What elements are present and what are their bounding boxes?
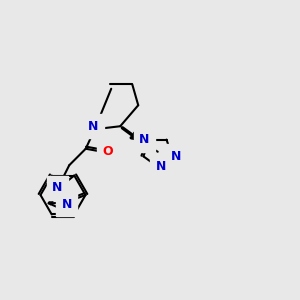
- Text: N: N: [139, 133, 150, 146]
- Text: N: N: [155, 160, 166, 173]
- Text: N: N: [61, 198, 72, 211]
- Text: N: N: [88, 120, 98, 133]
- Text: N: N: [171, 150, 182, 163]
- Polygon shape: [120, 126, 144, 144]
- Text: O: O: [102, 145, 113, 158]
- Text: N: N: [52, 181, 62, 194]
